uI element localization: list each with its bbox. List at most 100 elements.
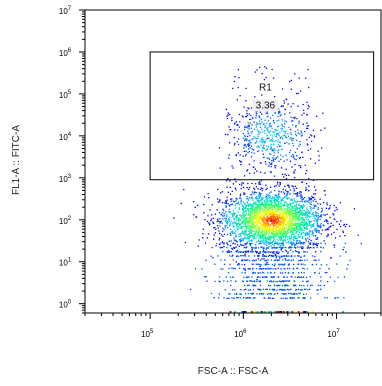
- data-point: [256, 122, 258, 124]
- data-point: [231, 231, 234, 233]
- data-point: [278, 236, 280, 238]
- data-point: [287, 224, 289, 226]
- data-point: [312, 224, 314, 226]
- data-point: [244, 125, 246, 127]
- data-point: [223, 297, 225, 299]
- data-point: [247, 289, 249, 291]
- data-point: [252, 224, 254, 226]
- data-point: [242, 239, 244, 241]
- data-point: [244, 268, 246, 270]
- data-point: [270, 147, 272, 149]
- data-point: [309, 148, 312, 150]
- data-point: [244, 243, 246, 245]
- data-point: [246, 112, 248, 115]
- data-point: [265, 218, 267, 220]
- data-point: [254, 281, 256, 283]
- data-point: [265, 188, 267, 191]
- data-point: [254, 284, 256, 287]
- data-point: [272, 236, 275, 238]
- data-point: [266, 242, 268, 244]
- data-point: [270, 242, 272, 244]
- data-point: [288, 212, 290, 215]
- data-point: [277, 284, 279, 287]
- data-point: [287, 229, 289, 231]
- data-point: [295, 215, 297, 217]
- data-point: [229, 216, 231, 218]
- data-point: [272, 211, 274, 214]
- data-point: [270, 280, 272, 282]
- data-point: [246, 276, 248, 278]
- data-point: [234, 204, 236, 206]
- data-point: [259, 123, 262, 125]
- data-point: [245, 243, 248, 245]
- data-point: [253, 172, 255, 174]
- data-point: [281, 137, 284, 139]
- data-point: [259, 216, 261, 218]
- data-point: [281, 233, 284, 236]
- data-point: [248, 213, 250, 215]
- data-point: [259, 117, 261, 119]
- data-point: [276, 225, 278, 227]
- data-point: [295, 193, 297, 195]
- data-point: [321, 229, 323, 231]
- data-point: [290, 88, 292, 90]
- data-point: [259, 235, 261, 237]
- data-point: [276, 280, 278, 283]
- gate-r1[interactable]: [149, 51, 375, 181]
- data-point: [237, 228, 239, 230]
- data-point: [285, 284, 287, 286]
- data-point: [283, 264, 285, 266]
- data-point: [281, 246, 283, 249]
- data-point: [265, 212, 267, 214]
- data-point: [250, 292, 252, 295]
- data-point: [271, 197, 273, 199]
- data-point: [286, 220, 288, 222]
- data-point: [282, 220, 284, 222]
- data-point: [270, 276, 272, 278]
- data-point: [281, 204, 284, 206]
- data-point: [273, 213, 275, 215]
- data-point: [280, 237, 282, 240]
- data-point: [264, 126, 266, 129]
- data-point: [290, 219, 292, 221]
- data-point: [267, 251, 269, 253]
- data-point: [281, 218, 283, 220]
- data-point: [235, 154, 237, 157]
- data-point: [265, 126, 267, 128]
- data-point: [226, 223, 228, 225]
- data-point: [301, 198, 303, 200]
- data-point: [327, 220, 329, 223]
- data-point: [268, 203, 271, 206]
- data-point: [311, 230, 313, 232]
- data-point: [307, 240, 309, 243]
- data-point: [218, 220, 220, 222]
- data-point: [261, 232, 264, 234]
- data-point: [303, 297, 305, 300]
- data-point: [276, 214, 278, 216]
- data-point: [275, 129, 277, 131]
- data-point: [288, 143, 290, 145]
- data-point: [257, 207, 259, 209]
- data-point: [269, 163, 271, 165]
- data-point: [309, 212, 311, 214]
- data-point: [255, 263, 257, 265]
- data-point: [270, 171, 272, 173]
- data-point: [282, 216, 284, 219]
- data-point: [282, 239, 284, 242]
- data-point: [270, 197, 272, 199]
- data-point: [255, 117, 257, 119]
- data-point: [256, 213, 258, 216]
- data-point: [239, 154, 241, 156]
- data-point: [260, 289, 262, 291]
- data-point: [275, 216, 278, 218]
- data-point: [306, 211, 309, 214]
- data-point: [237, 152, 239, 154]
- data-point: [274, 227, 276, 230]
- data-point: [238, 255, 240, 257]
- data-point: [233, 213, 235, 216]
- data-point: [301, 236, 304, 238]
- data-point: [325, 207, 328, 209]
- data-point: [314, 227, 317, 230]
- data-point: [291, 223, 294, 225]
- data-point: [271, 228, 273, 230]
